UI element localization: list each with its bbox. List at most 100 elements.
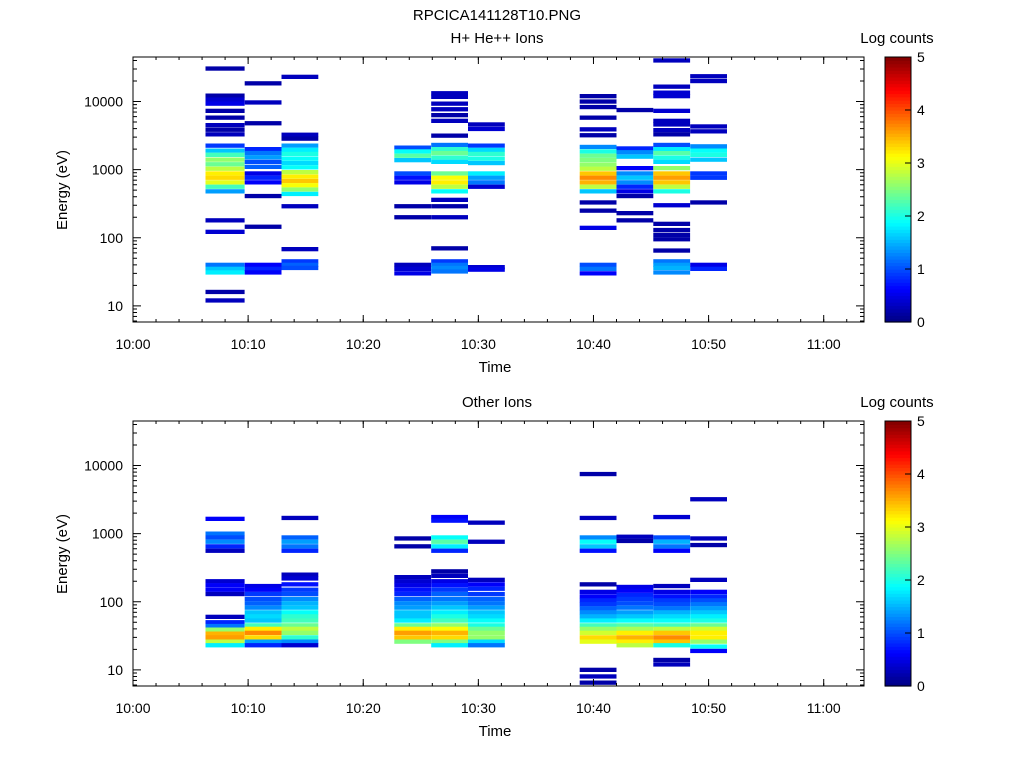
y-tick-label: 10 xyxy=(107,662,123,678)
spectrogram-cell xyxy=(431,265,468,271)
spectrogram-cell xyxy=(616,639,654,644)
colorbar-segment xyxy=(885,308,911,313)
colorbar-segment xyxy=(885,619,911,624)
spectrogram-cell xyxy=(616,626,654,631)
spectrogram-cell xyxy=(653,132,691,137)
spectrogram-cell xyxy=(431,539,468,544)
colorbar-segment xyxy=(885,100,911,104)
spectrogram-cells xyxy=(205,58,727,303)
plot-frame xyxy=(132,420,865,687)
spectrogram-cell xyxy=(579,189,617,194)
spectrogram-cell xyxy=(281,187,319,192)
spectrogram-cell xyxy=(653,232,691,238)
colorbar-segment xyxy=(885,298,911,303)
colorbar-segment xyxy=(885,596,911,601)
spectrogram-cell xyxy=(431,569,468,574)
spectrogram-cell xyxy=(468,635,505,640)
spectrogram-cell xyxy=(431,180,468,185)
spectrogram-cell xyxy=(616,211,654,216)
colorbar-segment xyxy=(885,672,911,677)
colorbar-segment xyxy=(885,133,911,138)
spectrogram-cell xyxy=(431,635,468,640)
spectrogram-cell xyxy=(653,657,691,663)
spectrogram-cell xyxy=(690,610,727,615)
spectrogram-cell xyxy=(281,143,319,148)
spectrogram-cell xyxy=(244,81,282,86)
colorbar-segment xyxy=(885,659,911,664)
spectrogram-cell xyxy=(205,97,245,102)
colorbar-segment xyxy=(885,282,911,287)
spectrogram-cell xyxy=(394,605,432,610)
colorbar-segment xyxy=(885,278,911,283)
spectrogram-cell xyxy=(431,639,468,644)
colorbar-segment xyxy=(885,666,911,671)
spectrogram-cell xyxy=(431,262,468,267)
colorbar-segment xyxy=(885,606,911,611)
spectrogram-cell xyxy=(579,200,617,205)
spectrogram-cell xyxy=(281,548,319,553)
spectrogram-cell xyxy=(431,518,468,523)
spectrogram-cell xyxy=(431,259,468,264)
colorbar-segment xyxy=(885,143,911,148)
spectrogram-cell xyxy=(281,596,319,602)
spectrogram-cell xyxy=(468,614,505,619)
colorbar-segment xyxy=(885,212,911,217)
spectrogram-cell xyxy=(616,643,654,648)
spectrogram-cell xyxy=(653,147,691,152)
spectrogram-cell xyxy=(690,78,727,84)
spectrogram-cell xyxy=(244,591,282,597)
spectrogram-cell xyxy=(468,605,505,610)
spectrogram-cell xyxy=(616,605,654,610)
spectrogram-cell xyxy=(244,639,282,644)
spectrogram-cell xyxy=(205,583,245,588)
spectrogram-cell xyxy=(205,180,245,185)
spectrogram-cell xyxy=(690,200,727,205)
spectrogram-cell xyxy=(431,91,468,96)
spectrogram-cell xyxy=(205,298,245,303)
colorbar-segment xyxy=(885,553,911,558)
colorbar-segment xyxy=(885,583,911,588)
spectrogram-cell xyxy=(431,197,468,202)
spectrogram-cell xyxy=(579,208,617,213)
spectrogram-cell xyxy=(579,171,617,176)
colorbar-segment xyxy=(885,609,911,614)
colorbar-segment xyxy=(885,546,911,551)
colorbar-tick-label: 1 xyxy=(917,625,925,641)
spectrogram-cell xyxy=(468,184,505,189)
spectrogram-cell xyxy=(468,643,505,648)
spectrogram-cell xyxy=(579,153,617,158)
spectrogram-cell xyxy=(653,598,691,603)
y-axis-label: Energy (eV) xyxy=(54,150,71,230)
spectrogram-cell xyxy=(690,262,727,267)
spectrogram-cell xyxy=(579,548,617,553)
colorbar-segment xyxy=(885,576,911,581)
spectrogram-cell xyxy=(653,544,691,549)
spectrogram-cell xyxy=(244,155,282,160)
spectrogram-cell xyxy=(281,618,319,623)
spectrogram-cell xyxy=(244,610,282,615)
colorbar-segment xyxy=(885,90,911,95)
spectrogram-cell xyxy=(205,289,245,295)
spectrogram-cell xyxy=(579,544,617,549)
spectrogram-cell xyxy=(653,142,691,148)
spectrogram-cell xyxy=(431,630,468,635)
colorbar-segment xyxy=(885,454,911,459)
colorbar-segment xyxy=(885,430,911,435)
spectrogram-cell xyxy=(205,627,245,632)
spectrogram-cell xyxy=(653,122,691,127)
spectrogram-cell xyxy=(431,171,468,176)
spectrogram-cell xyxy=(394,262,432,267)
colorbar-segment xyxy=(885,427,911,432)
spectrogram-cell xyxy=(281,591,319,597)
spectrogram-cell xyxy=(394,591,432,597)
spectrogram-cell xyxy=(690,648,727,654)
spectrogram-cell xyxy=(431,189,468,194)
spectrogram-cell xyxy=(579,127,617,132)
spectrogram-cell xyxy=(690,639,727,644)
spectrogram-cell xyxy=(653,259,691,264)
spectrogram-cell xyxy=(653,58,691,63)
spectrogram-cell xyxy=(690,542,727,548)
spectrogram-cell xyxy=(281,265,319,271)
colorbar-segment xyxy=(885,586,911,591)
spectrogram-cell xyxy=(468,626,505,631)
